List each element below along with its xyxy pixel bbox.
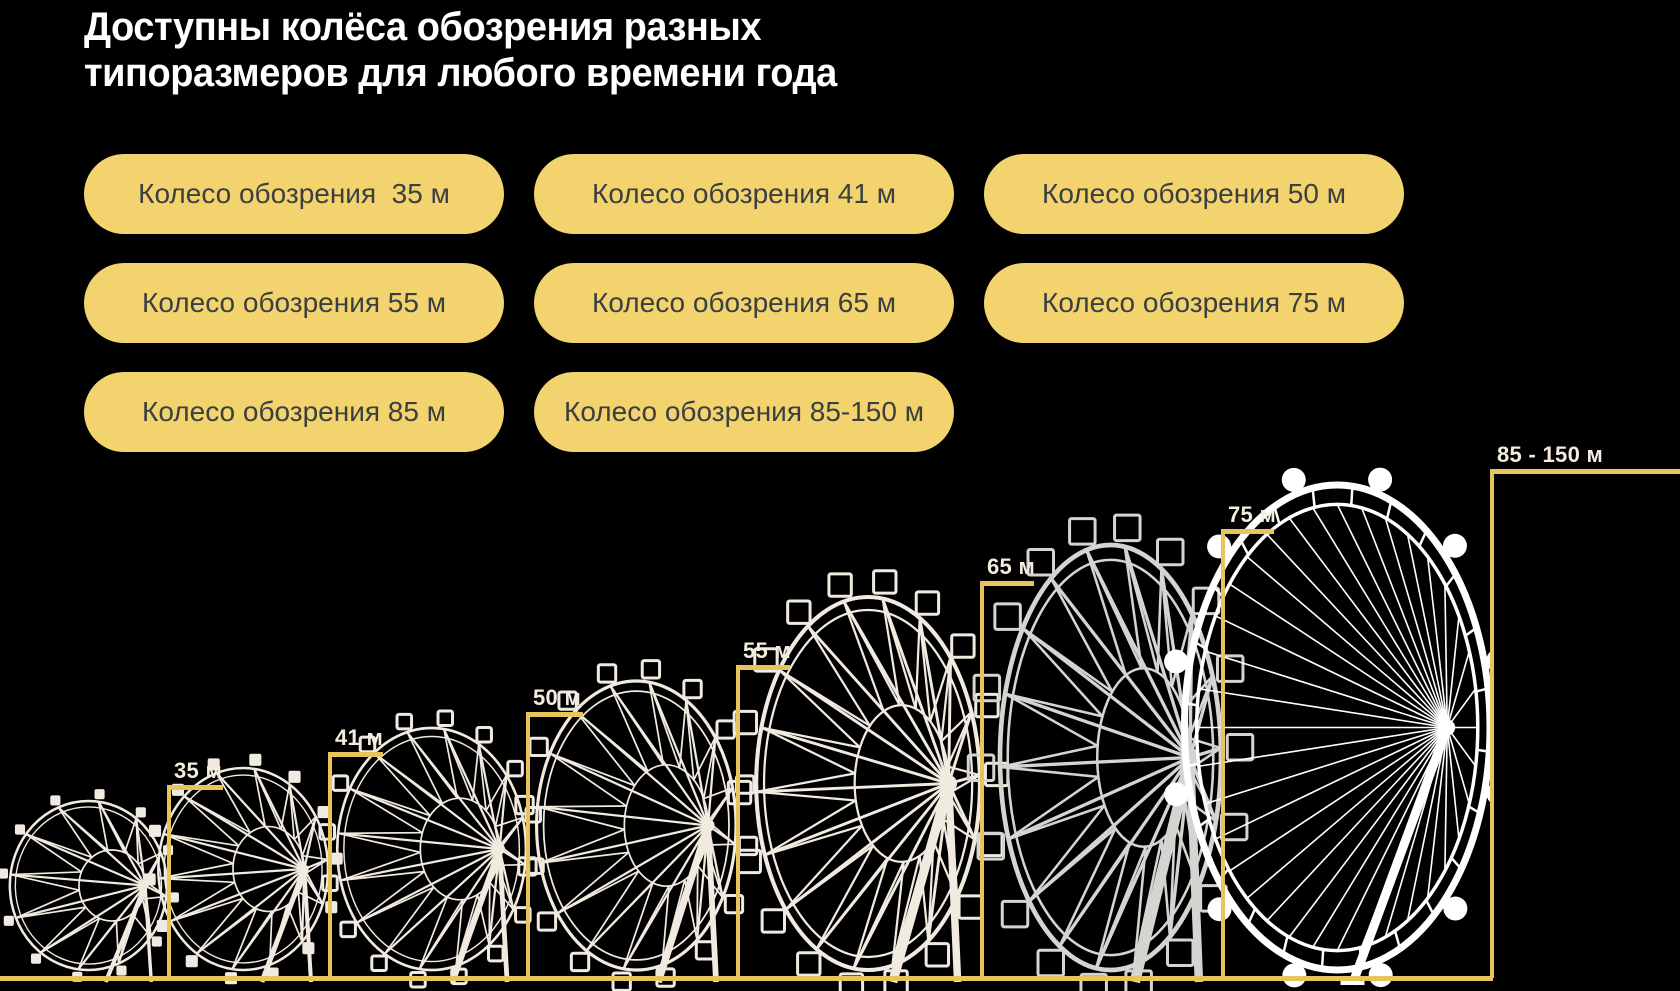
height-bracket-cap <box>1221 529 1274 534</box>
page-title: Доступны колёса обозрения разных типораз… <box>84 4 837 96</box>
wheel-height-label: 50 м <box>533 685 581 710</box>
ferris-wheel-41 <box>143 753 343 985</box>
size-button[interactable]: Колесо обозрения 75 м <box>984 263 1404 343</box>
height-bracket-line <box>736 667 740 978</box>
wheel-height-label: 55 м <box>743 638 791 663</box>
height-bracket-line <box>167 787 171 978</box>
height-bracket-line <box>1490 471 1494 978</box>
size-button[interactable]: Колесо обозрения 55 м <box>84 263 504 343</box>
title-line-2: типоразмеров для любого времени года <box>84 51 837 95</box>
height-bracket-cap <box>167 785 223 790</box>
wheel-height-label: 75 м <box>1228 502 1276 527</box>
height-bracket-line <box>980 583 984 978</box>
ferris-wheel-55 <box>514 659 759 991</box>
size-button[interactable]: Колесо обозрения 85 м <box>84 372 504 452</box>
height-bracket-cap <box>736 665 790 670</box>
height-bracket-cap <box>328 752 383 757</box>
height-bracket-cap <box>1490 469 1680 474</box>
ferris-wheel-35 <box>0 789 179 983</box>
height-bracket-cap <box>526 712 583 717</box>
wheel-height-label: 65 м <box>987 554 1035 579</box>
size-button[interactable]: Колесо обозрения 65 м <box>534 263 954 343</box>
wheel-height-label: 35 м <box>174 758 222 783</box>
size-button[interactable]: Колесо обозрения 50 м <box>984 154 1404 234</box>
ferris-wheel-65 <box>726 569 1010 991</box>
height-bracket-line <box>328 754 332 978</box>
height-bracket-line <box>526 714 530 978</box>
wheel-height-label: 85 - 150 м <box>1497 442 1603 467</box>
ground-baseline <box>0 976 1493 981</box>
ferris-wheel-85-150 <box>1164 467 1491 988</box>
height-bracket-line <box>1221 531 1225 978</box>
size-button[interactable]: Колесо обозрения 35 м <box>84 154 504 234</box>
size-button[interactable]: Колесо обозрения 85-150 м <box>534 372 954 452</box>
title-line-1: Доступны колёса обозрения разных <box>84 5 762 49</box>
size-button[interactable]: Колесо обозрения 41 м <box>534 154 954 234</box>
wheel-height-label: 41 м <box>335 725 383 750</box>
height-bracket-cap <box>980 581 1034 586</box>
